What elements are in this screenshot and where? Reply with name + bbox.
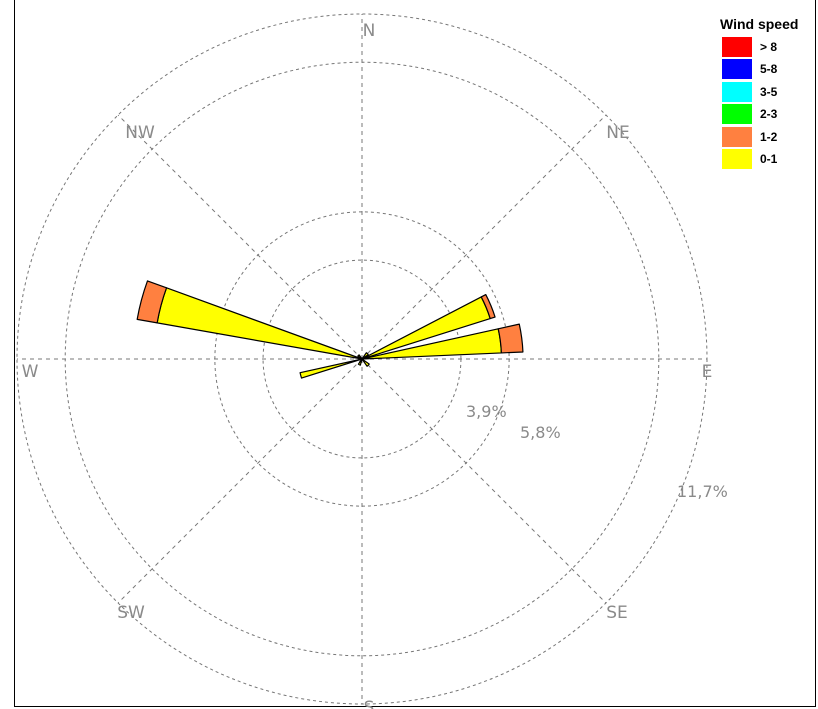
chart-labels: N NE E SE S SW W NW 3,9% 5,8% 11,7% — [22, 21, 728, 709]
legend-swatch — [722, 36, 752, 57]
wind-sectors — [136, 280, 524, 379]
legend-label: 0-1 — [760, 152, 778, 166]
legend-swatch — [722, 104, 752, 124]
polar-grid — [16, 13, 708, 705]
direction-label-s: S — [364, 698, 375, 709]
sector-4-bin-01 — [361, 352, 369, 360]
legend-item: 5-8 — [720, 59, 818, 80]
legend-swatch — [722, 126, 752, 147]
ring-label-3: 11,7% — [677, 482, 728, 501]
legend-title: Wind speed — [720, 16, 799, 32]
legend-label: 3-5 — [760, 84, 778, 99]
legend-item: 3-5 — [720, 81, 818, 102]
legend-swatch — [722, 59, 752, 79]
legend-items: > 8 5-8 3-5 2-3 1-2 0-1 — [720, 36, 818, 170]
sector-2-bin-01 — [299, 358, 363, 379]
legend-label: 2-3 — [760, 107, 778, 121]
direction-label-sw: SW — [117, 603, 145, 623]
legend: Wind speed > 8 5-8 3-5 2-3 1-2 0-1 — [720, 16, 818, 171]
legend-label: 5-8 — [760, 62, 778, 76]
legend-swatch — [722, 149, 752, 169]
sector-1-bin-12 — [497, 323, 524, 354]
spoke-sw — [117, 358, 363, 604]
sector-6-bin-01 — [357, 358, 363, 366]
sector-3-bin-12 — [136, 280, 168, 324]
legend-item: > 8 — [720, 36, 818, 57]
legend-swatch — [722, 81, 752, 102]
legend-label: > 8 — [760, 39, 778, 54]
direction-label-n: N — [363, 21, 376, 41]
spoke-se — [361, 358, 607, 604]
direction-label-se: SE — [606, 603, 628, 623]
ring-label-2: 5,8% — [520, 423, 561, 442]
legend-label: 1-2 — [760, 129, 778, 144]
legend-item: 0-1 — [720, 149, 818, 170]
sector-3-bin-01 — [156, 287, 363, 360]
direction-label-ne: NE — [606, 123, 629, 143]
direction-label-nw: NW — [125, 123, 155, 143]
legend-item: 1-2 — [720, 126, 818, 147]
sector-0-bin-12 — [480, 293, 496, 320]
ring-label-1: 3,9% — [466, 402, 507, 421]
direction-label-w: W — [22, 362, 39, 382]
spoke-nw — [117, 114, 363, 360]
legend-item: 2-3 — [720, 104, 818, 125]
spoke-ne — [361, 114, 607, 360]
direction-label-e: E — [702, 362, 713, 382]
sector-7-bin-01 — [357, 354, 363, 360]
sector-5-bin-01 — [361, 358, 370, 367]
